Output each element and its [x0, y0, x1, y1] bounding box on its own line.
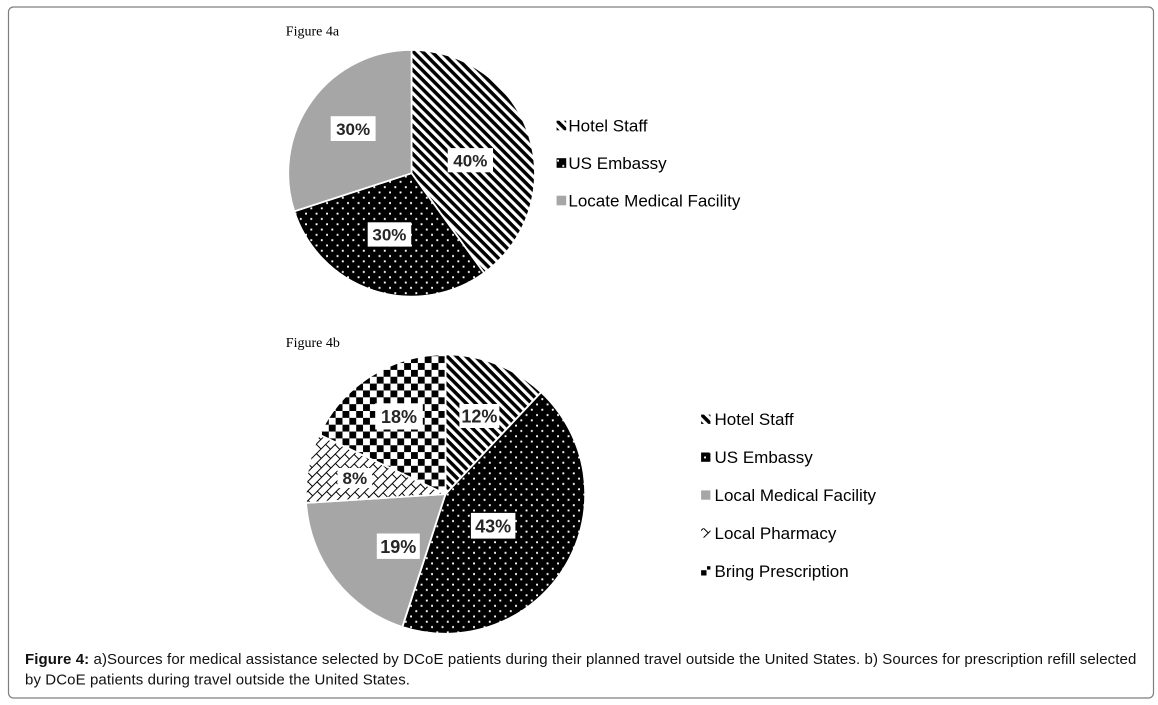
svg-text:40%: 40% — [453, 151, 487, 170]
svg-text:12%: 12% — [461, 407, 497, 427]
svg-text:Bring Prescription: Bring Prescription — [715, 562, 849, 581]
svg-text:Figure 4a: Figure 4a — [286, 25, 340, 40]
svg-text:30%: 30% — [372, 226, 406, 245]
svg-text:Local Pharmacy: Local Pharmacy — [715, 524, 837, 543]
svg-text:43%: 43% — [475, 516, 511, 536]
svg-text:Figure 4: a)Sources for medica: Figure 4: a)Sources for medical assistan… — [25, 651, 1136, 668]
svg-text:18%: 18% — [381, 407, 417, 427]
svg-text:Figure 4b: Figure 4b — [286, 336, 340, 351]
svg-text:Hotel Staff: Hotel Staff — [715, 410, 794, 429]
svg-text:8%: 8% — [343, 469, 368, 488]
svg-text:Locate Medical Facility: Locate Medical Facility — [568, 191, 740, 210]
svg-text:30%: 30% — [336, 120, 370, 139]
svg-text:by DCoE patients during travel: by DCoE patients during travel outside t… — [25, 671, 410, 688]
svg-text:US Embassy: US Embassy — [568, 154, 667, 173]
svg-text:Hotel Staff: Hotel Staff — [568, 116, 647, 135]
svg-text:19%: 19% — [380, 537, 416, 557]
svg-text:Local Medical Facility: Local Medical Facility — [715, 486, 877, 505]
svg-text:US Embassy: US Embassy — [715, 448, 814, 467]
